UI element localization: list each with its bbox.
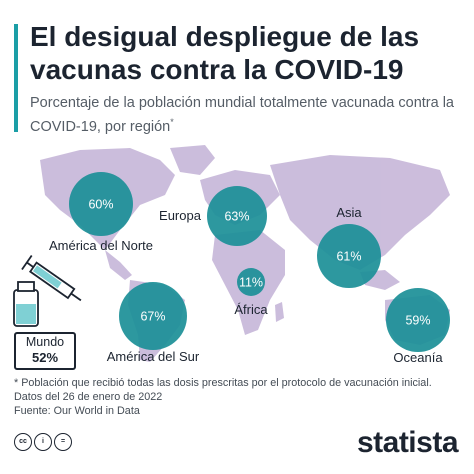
subtitle-text: Porcentaje de la población mundial total… (30, 95, 454, 135)
value-label-africa: 11% (239, 276, 263, 290)
footnote: * Población que recibió todas las dosis … (14, 376, 469, 418)
subtitle-mark: * (170, 117, 174, 127)
bubble-asia (317, 224, 381, 288)
by-icon: i (34, 433, 52, 451)
landmass-asia (270, 155, 450, 270)
bubble-america-del-sur (119, 282, 187, 350)
vial-liquid-icon (16, 304, 36, 324)
world-label: Mundo (25, 335, 65, 349)
value-label-america-del-sur: 67% (140, 310, 165, 324)
bubble-oceania (386, 288, 450, 352)
region-label-africa: África (234, 302, 268, 317)
title-accent-bar (14, 24, 18, 132)
region-label-america-del-norte: América del Norte (49, 238, 153, 253)
footnote-source: Fuente: Our World in Data (14, 405, 140, 417)
page-title: El desigual despliegue de las vacunas co… (30, 21, 420, 85)
landmass-greenland (170, 145, 215, 175)
page-subtitle: Porcentaje de la población mundial total… (30, 94, 460, 137)
footnote-definition: * Población que recibió todas las dosis … (14, 377, 432, 389)
value-label-america-del-norte: 60% (88, 198, 113, 212)
syringe-icon (21, 255, 82, 302)
license-icons[interactable]: cc i = (14, 433, 72, 451)
bubble-europa (207, 186, 267, 246)
landmass-madagascar (275, 302, 284, 322)
value-label-oceania: 59% (405, 314, 430, 328)
value-label-asia: 61% (336, 250, 361, 264)
bubble-america-del-norte (69, 172, 133, 236)
region-label-america-del-sur: América del Sur (107, 349, 200, 364)
cc-icon: cc (14, 433, 32, 451)
value-label-europa: 63% (224, 210, 249, 224)
vial-cap-icon (17, 281, 35, 292)
vaccine-illustration (13, 255, 82, 327)
landmass-central-america (105, 250, 132, 280)
world-value: 52% (31, 350, 59, 365)
nd-icon: = (54, 433, 72, 451)
bubble-africa (237, 268, 265, 296)
brand-logo[interactable]: statista (356, 426, 459, 459)
region-label-europa: Europa (159, 208, 202, 223)
world-total-box: Mundo 52% (14, 332, 76, 370)
region-label-oceania: Oceanía (393, 350, 443, 365)
footnote-date: Datos del 26 de enero de 2022 (14, 391, 163, 403)
region-label-asia: Asia (336, 205, 362, 220)
region-bubbles: 60% América del Norte 63% Europa 61% Asia 11% Á… (49, 172, 450, 365)
